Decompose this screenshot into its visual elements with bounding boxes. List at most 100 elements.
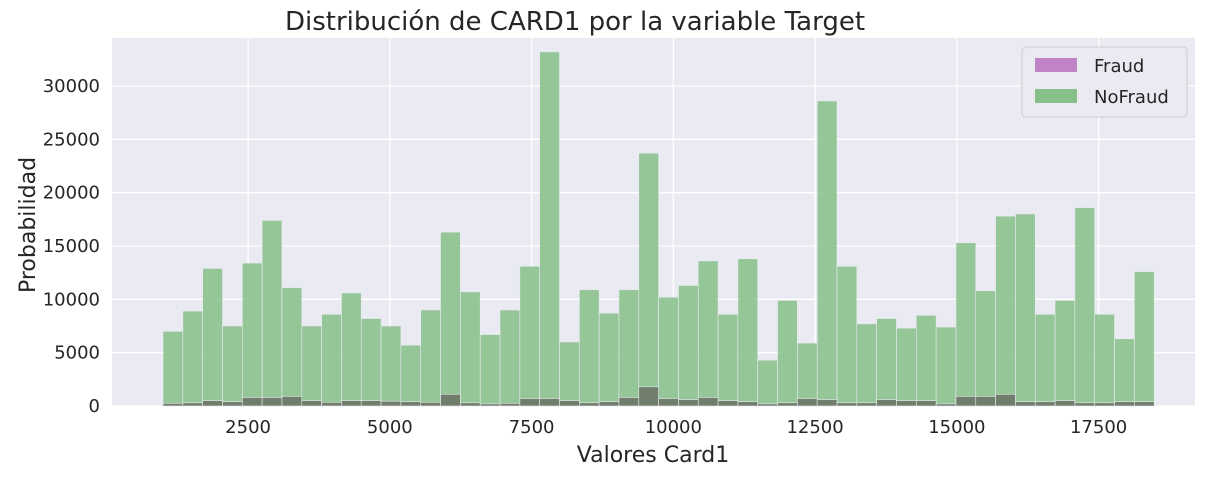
- x-tick-label: 15000: [928, 417, 985, 438]
- bar-fraud: [737, 401, 759, 407]
- bar-nofraud: [301, 325, 322, 407]
- bar-nofraud: [499, 309, 521, 407]
- bar-nofraud: [242, 262, 263, 407]
- bar-nofraud: [539, 51, 560, 407]
- y-axis-ticks: 0 5000 10000 15000 20000 25000 30000: [43, 76, 100, 417]
- bar-nofraud: [777, 300, 798, 407]
- bar-fraud: [579, 402, 600, 407]
- bar-nofraud: [737, 258, 759, 407]
- bar-nofraud: [995, 215, 1016, 407]
- bar-fraud: [916, 400, 937, 407]
- bar-fraud: [440, 393, 461, 407]
- bar-fraud: [975, 396, 996, 407]
- bar-nofraud: [559, 341, 580, 407]
- bar-nofraud: [1034, 313, 1056, 407]
- bar-fraud: [1034, 401, 1056, 407]
- bar-nofraud: [261, 220, 283, 407]
- bar-nofraud: [519, 265, 540, 407]
- bar-fraud: [876, 399, 897, 407]
- bar-fraud: [380, 400, 402, 407]
- bar-fraud: [202, 400, 223, 407]
- bar-nofraud: [579, 289, 600, 407]
- bar-fraud: [1074, 402, 1096, 407]
- bar-fraud: [499, 403, 521, 407]
- bar-nofraud: [380, 325, 402, 407]
- bar-nofraud: [757, 359, 778, 407]
- bar-fraud: [341, 400, 362, 407]
- bar-nofraud: [281, 287, 303, 407]
- bar-fraud: [995, 393, 1016, 407]
- bar-fraud: [1114, 401, 1135, 407]
- bar-fraud: [301, 400, 322, 407]
- y-tick-label: 10000: [43, 289, 100, 310]
- bar-fraud: [856, 402, 877, 407]
- bar-fraud: [479, 403, 501, 407]
- bar-fraud: [222, 401, 243, 407]
- x-tick-label: 12500: [786, 417, 843, 438]
- bar-nofraud: [1114, 338, 1135, 407]
- bar-fraud: [360, 400, 382, 407]
- bar-nofraud: [896, 327, 917, 407]
- bar-fraud: [816, 399, 838, 407]
- bar-fraud: [420, 401, 441, 407]
- x-axis-ticks: 2500 5000 7500 10000 12500 15000 17500: [225, 417, 1127, 438]
- bar-fraud: [598, 401, 620, 407]
- bar-fraud: [757, 403, 778, 407]
- bar-nofraud: [479, 334, 501, 407]
- bar-fraud: [400, 401, 422, 407]
- bar-fraud: [678, 399, 699, 407]
- bar-nofraud: [975, 290, 996, 407]
- bar-nofraud: [916, 315, 937, 407]
- bar-fraud: [618, 397, 640, 407]
- series-nofraud-bars: [162, 51, 1155, 407]
- bar-nofraud: [658, 296, 679, 407]
- bar-nofraud: [440, 231, 461, 407]
- bar-nofraud: [1074, 207, 1096, 407]
- bar-nofraud: [222, 325, 243, 407]
- y-tick-label: 15000: [43, 236, 100, 257]
- bar-fraud: [717, 400, 739, 407]
- bar-fraud: [1094, 402, 1115, 407]
- bar-nofraud: [400, 344, 422, 407]
- bar-nofraud: [598, 312, 620, 407]
- bar-nofraud: [202, 268, 223, 407]
- bar-nofraud: [955, 242, 977, 407]
- x-tick-label: 10000: [645, 417, 702, 438]
- bar-nofraud: [1094, 313, 1115, 407]
- series-fraud-bars: [162, 386, 1155, 407]
- y-tick-label: 5000: [54, 343, 100, 364]
- y-tick-label: 0: [89, 396, 100, 417]
- y-tick-label: 25000: [43, 129, 100, 150]
- legend-label-nofraud: NoFraud: [1094, 87, 1169, 108]
- legend-swatch-nofraud: [1035, 89, 1077, 103]
- bar-fraud: [935, 403, 957, 407]
- bar-nofraud: [341, 292, 362, 407]
- legend-swatch-fraud: [1035, 58, 1077, 72]
- x-tick-label: 17500: [1070, 417, 1127, 438]
- x-axis-label: Valores Card1: [577, 443, 729, 468]
- bar-fraud: [460, 402, 481, 407]
- x-tick-label: 7500: [509, 417, 555, 438]
- bar-fraud: [321, 401, 342, 407]
- x-tick-label: 5000: [367, 417, 413, 438]
- bar-nofraud: [360, 318, 382, 407]
- bar-nofraud: [1054, 300, 1076, 407]
- legend-label-fraud: Fraud: [1094, 56, 1144, 77]
- bar-nofraud: [162, 331, 184, 407]
- bar-nofraud: [876, 318, 897, 407]
- bar-fraud: [539, 398, 560, 407]
- bar-nofraud: [856, 323, 877, 407]
- bar-nofraud: [717, 313, 739, 407]
- x-tick-label: 2500: [225, 417, 271, 438]
- bar-fraud: [638, 386, 659, 407]
- bar-fraud: [836, 402, 858, 407]
- bar-fraud: [261, 397, 283, 407]
- bar-fraud: [797, 398, 818, 407]
- bar-nofraud: [1134, 271, 1155, 407]
- bar-fraud: [1054, 400, 1076, 407]
- bar-fraud: [1134, 401, 1155, 407]
- bar-fraud: [955, 396, 977, 407]
- bar-fraud: [896, 400, 917, 407]
- bar-nofraud: [182, 310, 203, 407]
